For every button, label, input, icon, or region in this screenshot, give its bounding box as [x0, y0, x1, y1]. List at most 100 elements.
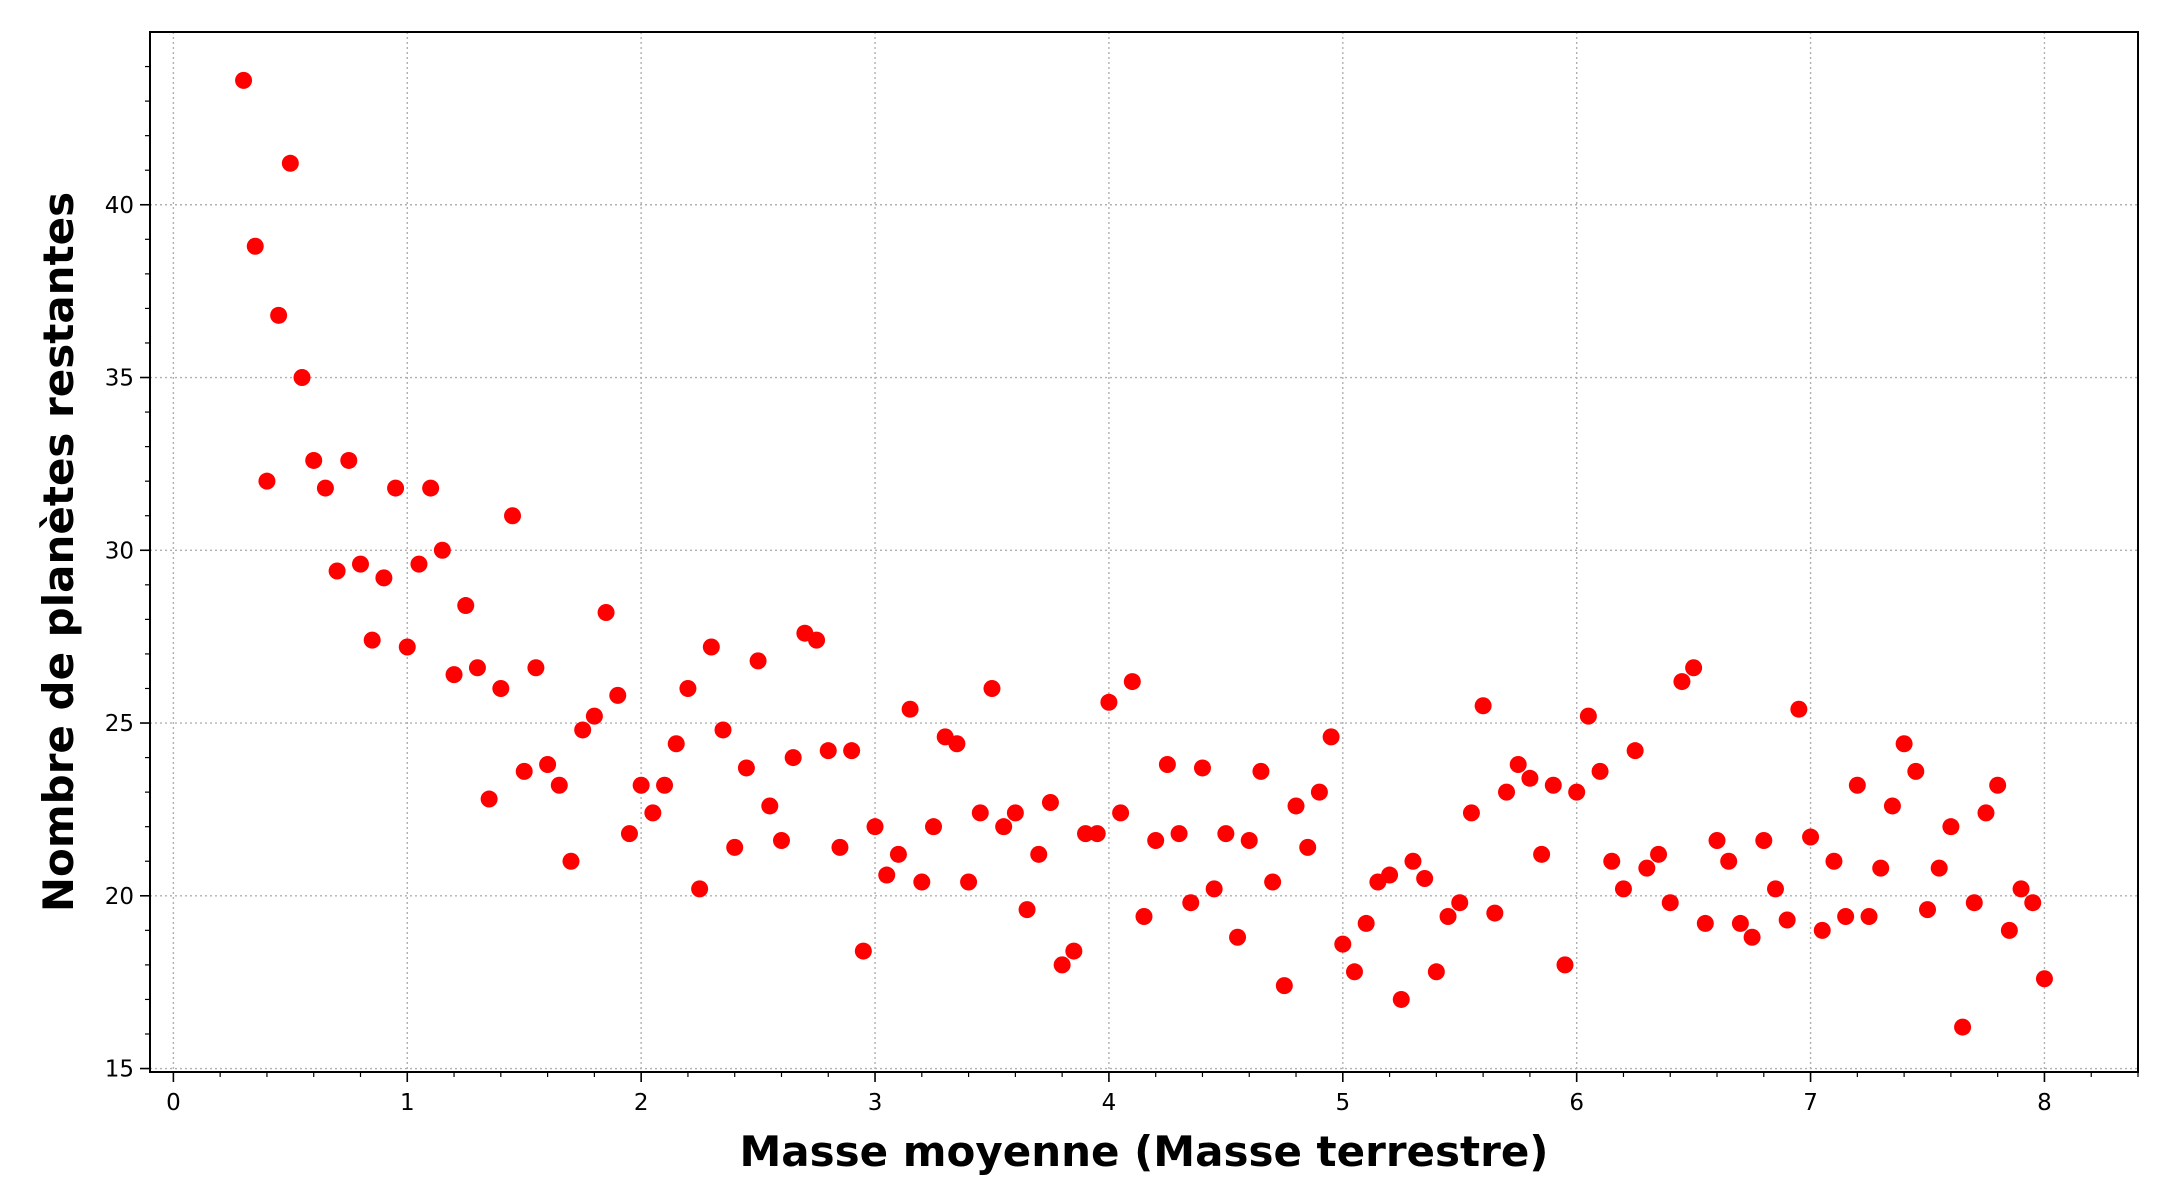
data-point: [375, 569, 393, 587]
data-point: [1626, 742, 1644, 760]
data-point: [784, 749, 802, 767]
data-point: [1334, 935, 1352, 953]
data-point: [913, 873, 931, 891]
data-point: [1345, 963, 1363, 981]
data-point: [1357, 914, 1375, 932]
data-point: [1802, 828, 1820, 846]
data-point: [1462, 804, 1480, 822]
data-point: [1486, 904, 1504, 922]
data-point: [1205, 880, 1223, 898]
data-point: [866, 818, 884, 836]
data-point: [410, 555, 428, 573]
y-tick-label: 40: [105, 193, 134, 219]
data-point: [1673, 673, 1691, 691]
data-point: [1848, 776, 1866, 794]
data-point: [1989, 776, 2007, 794]
data-point: [1860, 908, 1878, 926]
data-point: [1123, 673, 1141, 691]
data-point: [422, 479, 440, 497]
data-point: [597, 603, 615, 621]
data-point: [1182, 894, 1200, 912]
x-tick-label: 8: [2037, 1090, 2052, 1116]
data-point: [1018, 901, 1036, 919]
data-point: [737, 759, 755, 777]
data-point: [1942, 818, 1960, 836]
data-point: [1193, 759, 1211, 777]
data-point: [1778, 911, 1796, 929]
x-axis-label: Masse moyenne (Masse terrestre): [739, 1127, 1548, 1176]
data-point: [1685, 659, 1703, 677]
data-point: [948, 735, 966, 753]
data-point: [258, 472, 276, 490]
data-point: [1638, 859, 1656, 877]
data-point: [1568, 783, 1586, 801]
data-point: [1240, 832, 1258, 850]
data-point: [749, 652, 767, 670]
y-tick-label: 20: [105, 884, 134, 910]
data-point: [819, 742, 837, 760]
data-point: [1006, 804, 1024, 822]
data-point: [585, 707, 603, 725]
data-point: [468, 659, 486, 677]
data-point: [1544, 776, 1562, 794]
data-point: [691, 880, 709, 898]
data-point: [609, 686, 627, 704]
x-tick-label: 4: [1102, 1090, 1117, 1116]
data-point: [515, 762, 533, 780]
data-point: [1112, 804, 1130, 822]
data-point: [1264, 873, 1282, 891]
data-point: [433, 541, 451, 559]
data-point: [1977, 804, 1995, 822]
data-point: [1883, 797, 1901, 815]
data-point: [1825, 852, 1843, 870]
data-point: [1100, 693, 1118, 711]
data-point: [1287, 797, 1305, 815]
data-point: [714, 721, 732, 739]
data-point: [1579, 707, 1597, 725]
x-tick-label: 6: [1569, 1090, 1584, 1116]
data-point: [1088, 825, 1106, 843]
data-point: [1603, 852, 1621, 870]
data-point: [1766, 880, 1784, 898]
data-point: [889, 845, 907, 863]
data-point: [387, 479, 405, 497]
y-tick-label: 25: [105, 711, 134, 737]
data-point: [2012, 880, 2030, 898]
data-point: [656, 776, 674, 794]
x-tick-label: 3: [868, 1090, 883, 1116]
data-points: [235, 71, 2053, 1036]
data-point: [843, 742, 861, 760]
data-point: [363, 631, 381, 649]
data-point: [1661, 894, 1679, 912]
data-point: [1895, 735, 1913, 753]
data-point: [328, 562, 346, 580]
data-point: [1135, 908, 1153, 926]
data-point: [305, 451, 323, 469]
data-point: [539, 755, 557, 773]
data-point: [1498, 783, 1516, 801]
data-point: [1041, 793, 1059, 811]
data-point: [1252, 762, 1270, 780]
data-point: [901, 700, 919, 718]
data-point: [620, 825, 638, 843]
data-point: [1077, 825, 1095, 843]
y-tick-label: 30: [105, 538, 134, 564]
data-point: [351, 555, 369, 573]
x-tick-label: 2: [634, 1090, 649, 1116]
minor-ticks: [145, 65, 2139, 1077]
data-point: [1509, 755, 1527, 773]
data-point: [574, 721, 592, 739]
data-point: [246, 237, 264, 255]
y-axis: 15 20 25 30 35 40: [105, 193, 150, 1083]
data-point: [761, 797, 779, 815]
y-tick-label: 15: [105, 1057, 134, 1083]
data-point: [1229, 928, 1247, 946]
data-point: [1954, 1018, 1972, 1036]
data-point: [1837, 908, 1855, 926]
data-point: [1322, 728, 1340, 746]
data-point: [1381, 866, 1399, 884]
x-tick-label: 1: [400, 1090, 415, 1116]
data-point: [808, 631, 826, 649]
data-point: [1030, 845, 1048, 863]
